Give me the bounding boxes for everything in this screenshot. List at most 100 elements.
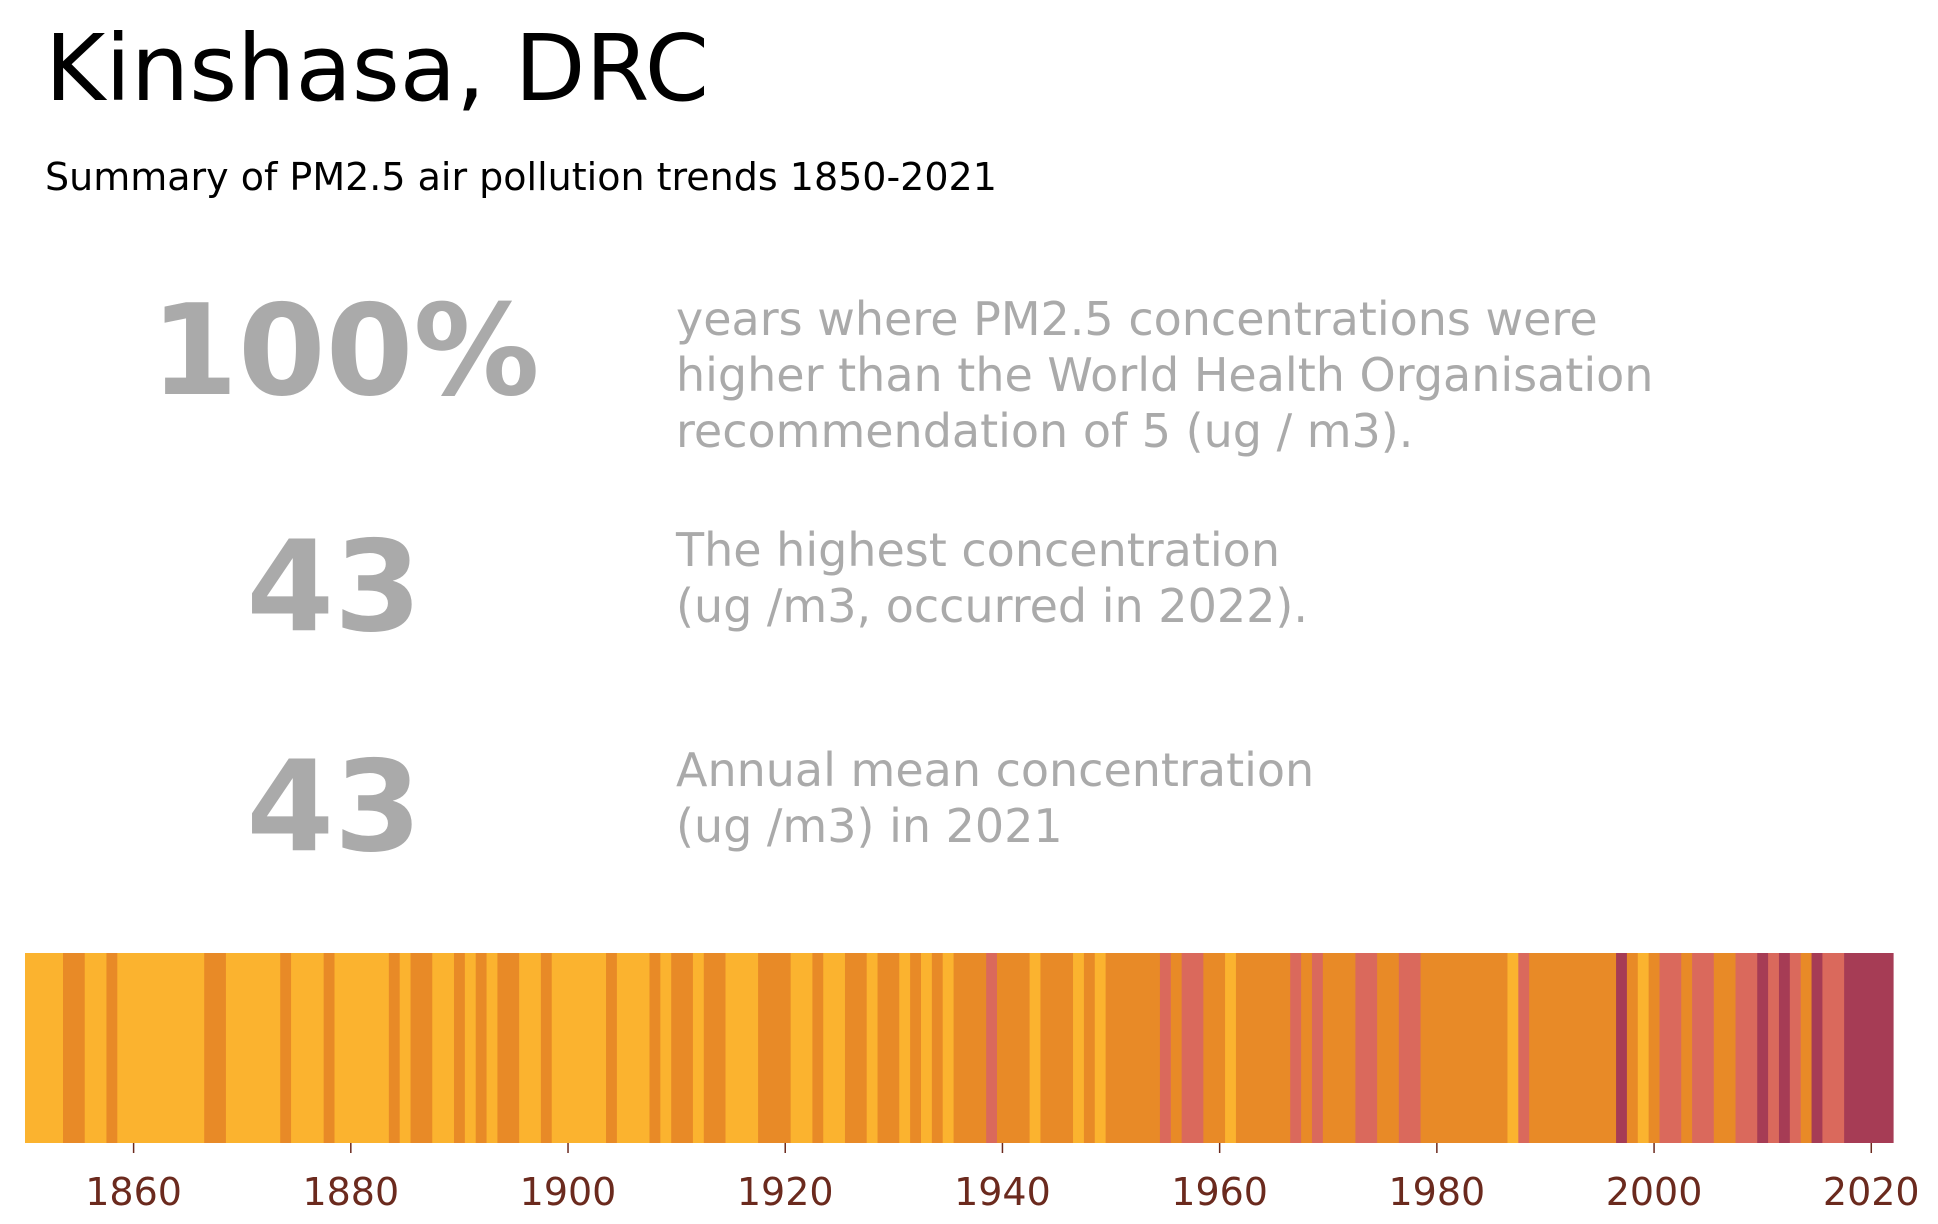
year-stripe xyxy=(1616,953,1628,1143)
year-stripe xyxy=(1105,953,1161,1143)
stat-value-highest-concentration: 43 xyxy=(246,513,422,660)
year-stripe xyxy=(464,953,477,1143)
stat-description-line: years where PM2.5 concentrations were xyxy=(676,292,1598,346)
x-tick-label: 1960 xyxy=(1171,1170,1268,1214)
x-tick-label: 2020 xyxy=(1823,1170,1920,1214)
year-stripe xyxy=(1789,953,1802,1143)
year-stripe xyxy=(204,953,227,1143)
year-stripe xyxy=(1159,953,1172,1143)
year-stripe xyxy=(692,953,705,1143)
page-subtitle: Summary of PM2.5 air pollution trends 18… xyxy=(45,155,997,199)
year-stripe xyxy=(790,953,813,1143)
year-stripe xyxy=(844,953,868,1143)
year-stripe xyxy=(1692,953,1715,1143)
year-stripe xyxy=(291,953,325,1143)
year-stripe xyxy=(1420,953,1509,1143)
stat-description-years-above-who: years where PM2.5 concentrations were hi… xyxy=(676,291,1653,459)
year-stripe xyxy=(649,953,661,1143)
stat-description-line: (ug /m3) in 2021 xyxy=(676,799,1063,853)
stat-description-line: The highest concentration xyxy=(676,523,1280,577)
year-stripe xyxy=(953,953,987,1143)
year-stripe xyxy=(931,953,944,1143)
year-stripe xyxy=(910,953,922,1143)
x-axis-ticks: 1860 1880 1900 1920 1940 1960 1980 2000 2020 xyxy=(85,1143,1920,1214)
year-stripe xyxy=(432,953,455,1143)
year-stripe xyxy=(823,953,846,1143)
year-stripe xyxy=(1083,953,1096,1143)
year-stripe xyxy=(1181,953,1204,1143)
year-stripe xyxy=(812,953,824,1143)
year-stripe xyxy=(1290,953,1302,1143)
year-stripe xyxy=(671,953,694,1143)
year-stripe xyxy=(1659,953,1682,1143)
stat-description-line: higher than the World Health Organisatio… xyxy=(676,348,1654,402)
stat-value-annual-mean: 43 xyxy=(246,733,422,880)
x-tick-label: 1900 xyxy=(520,1170,617,1214)
year-stripe xyxy=(1778,953,1791,1143)
year-stripe xyxy=(1355,953,1378,1143)
stripes-group xyxy=(25,953,1894,1143)
year-stripe xyxy=(84,953,108,1143)
year-stripe xyxy=(497,953,520,1143)
year-stripe xyxy=(1648,953,1661,1143)
year-stripe xyxy=(1225,953,1237,1143)
year-stripe xyxy=(388,953,401,1143)
year-stripe xyxy=(1768,953,1780,1143)
year-stripe xyxy=(117,953,205,1143)
year-stripe xyxy=(660,953,672,1143)
stat-description-line: (ug /m3, occurred in 2022). xyxy=(676,579,1308,633)
year-stripe xyxy=(551,953,607,1143)
year-stripe xyxy=(1322,953,1357,1143)
year-stripe xyxy=(899,953,911,1143)
year-stripe xyxy=(1073,953,1085,1143)
year-stripe xyxy=(1822,953,1845,1143)
year-stripe xyxy=(1529,953,1617,1143)
year-stripe xyxy=(410,953,433,1143)
year-stripe xyxy=(1844,953,1894,1143)
year-stripe xyxy=(1094,953,1107,1143)
page-title: Kinshasa, DRC xyxy=(45,15,710,122)
stat-description-line: Annual mean concentration xyxy=(676,743,1315,797)
year-stripe xyxy=(334,953,390,1143)
year-stripe xyxy=(1029,953,1042,1143)
year-stripe xyxy=(997,953,1031,1143)
year-stripe xyxy=(1757,953,1769,1143)
year-stripe xyxy=(63,953,86,1143)
year-stripe xyxy=(1681,953,1693,1143)
x-tick-label: 1860 xyxy=(85,1170,182,1214)
year-stripe xyxy=(606,953,618,1143)
stat-description-annual-mean: Annual mean concentration (ug /m3) in 20… xyxy=(676,742,1314,854)
year-stripe xyxy=(280,953,292,1143)
year-stripe xyxy=(1713,953,1737,1143)
year-stripe xyxy=(1518,953,1530,1143)
year-stripe xyxy=(920,953,933,1143)
year-stripe xyxy=(1800,953,1813,1143)
year-stripe xyxy=(1377,953,1400,1143)
year-stripe xyxy=(225,953,281,1143)
year-stripe xyxy=(1626,953,1639,1143)
year-stripe xyxy=(942,953,955,1143)
year-stripe xyxy=(725,953,759,1143)
stat-description-line: recommendation of 5 (ug / m3). xyxy=(676,404,1414,458)
year-stripe xyxy=(1203,953,1226,1143)
year-stripe xyxy=(1235,953,1291,1143)
year-stripe xyxy=(323,953,336,1143)
year-stripe xyxy=(1637,953,1650,1143)
year-stripe xyxy=(877,953,900,1143)
year-stripe xyxy=(1170,953,1183,1143)
year-stripe xyxy=(106,953,118,1143)
x-tick-label: 1980 xyxy=(1389,1170,1486,1214)
year-stripe xyxy=(1811,953,1824,1143)
year-stripe xyxy=(1398,953,1422,1143)
year-stripe xyxy=(703,953,727,1143)
year-stripe xyxy=(1040,953,1074,1143)
year-stripe xyxy=(1735,953,1758,1143)
year-stripe xyxy=(453,953,466,1143)
year-stripe xyxy=(1311,953,1324,1143)
year-stripe xyxy=(399,953,412,1143)
year-stripe xyxy=(486,953,499,1143)
year-stripe xyxy=(866,953,879,1143)
stat-description-highest-concentration: The highest concentration (ug /m3, occur… xyxy=(676,522,1308,634)
year-stripe xyxy=(1301,953,1313,1143)
